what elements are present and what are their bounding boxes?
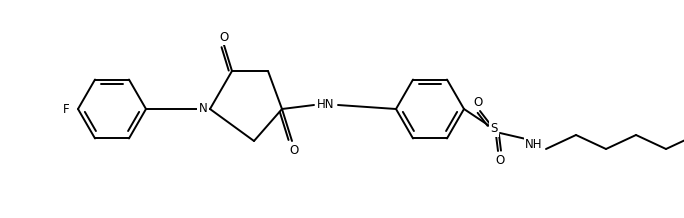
Text: S: S xyxy=(490,123,498,136)
Text: O: O xyxy=(495,153,505,167)
Text: HN: HN xyxy=(317,97,334,111)
Text: F: F xyxy=(62,102,69,116)
Text: O: O xyxy=(473,95,483,109)
Text: NH: NH xyxy=(525,138,542,152)
Text: N: N xyxy=(198,102,207,114)
Text: O: O xyxy=(220,31,228,44)
Text: O: O xyxy=(289,143,299,157)
